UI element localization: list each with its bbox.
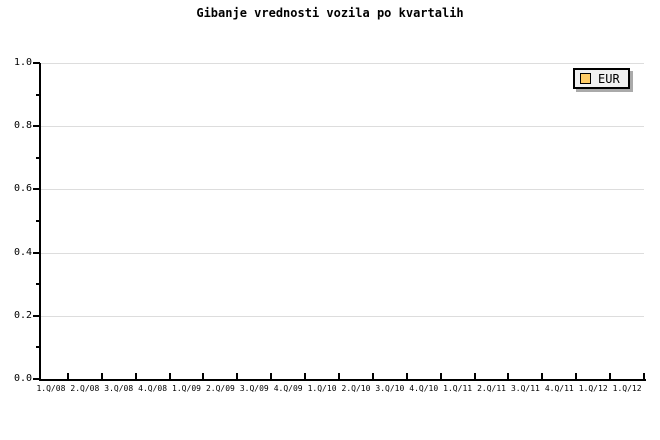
y-major-tick [33,62,40,64]
x-axis-tick-label: 4.Q/08 [138,384,168,393]
y-major-tick [33,378,40,380]
y-major-tick [33,125,40,127]
x-axis-tick [575,373,577,379]
x-axis-tick-label: 4.Q/10 [409,384,439,393]
plot-area [40,63,644,379]
y-minor-tick [36,220,40,222]
x-axis-tick-label: 3.Q/08 [104,384,134,393]
x-axis-tick [406,373,408,379]
y-axis-tick-label: 0.2 [13,310,32,321]
x-axis-tick [507,373,509,379]
x-axis-tick [202,373,204,379]
x-axis-tick [609,373,611,379]
y-axis-tick-label: 0.0 [13,373,32,384]
y-major-tick [33,188,40,190]
x-axis-tick-label: 1.Q/10 [307,384,337,393]
y-minor-tick [36,346,40,348]
x-axis-tick-label: 2.Q/10 [341,384,371,393]
x-axis-tick [541,373,543,379]
x-axis-tick [474,373,476,379]
y-axis-line [39,63,41,381]
x-axis-tick [372,373,374,379]
y-major-tick [33,252,40,254]
x-axis-tick [101,373,103,379]
x-axis-tick-label: 2.Q/08 [70,384,100,393]
gridline [40,189,644,190]
legend-swatch-eur-icon [580,73,591,84]
x-axis-tick-label: 2.Q/09 [205,384,235,393]
y-major-tick [33,315,40,317]
x-axis-tick [304,373,306,379]
gridline [40,316,644,317]
x-axis-tick [169,373,171,379]
y-minor-tick [36,157,40,159]
x-axis-tick-label: 4.Q/11 [544,384,574,393]
legend-label-eur: EUR [598,71,620,86]
x-axis-tick-label: 1.Q/11 [443,384,473,393]
x-axis-tick-label: 4.Q/09 [273,384,303,393]
gridline [40,253,644,254]
x-axis-tick [236,373,238,379]
y-axis-tick-label: 0.6 [13,183,32,194]
legend: EUR [573,68,630,89]
x-axis-tick-label: 3.Q/09 [239,384,269,393]
x-axis-tick [643,373,645,379]
x-axis-tick-label: 1.Q/12 [612,384,642,393]
y-minor-tick [36,94,40,96]
y-minor-tick [36,283,40,285]
x-axis-tick [440,373,442,379]
x-axis-tick [67,373,69,379]
gridline [40,63,644,64]
x-axis-tick-label: 1.Q/12 [578,384,608,393]
x-axis-tick-label: 3.Q/10 [375,384,405,393]
x-axis-tick-label: 1.Q/09 [172,384,201,393]
x-axis-tick [338,373,340,379]
x-axis-tick-label: 2.Q/11 [477,384,506,393]
x-axis-line [39,379,646,381]
y-axis-tick-label: 0.8 [13,120,32,131]
x-axis-tick [270,373,272,379]
x-axis-tick-label: 3.Q/11 [510,384,540,393]
x-axis-labels: 1.Q/08 2.Q/08 3.Q/08 4.Q/08 1.Q/09 2.Q/09 3.Q/… [34,384,644,394]
x-axis-tick [135,373,137,379]
y-axis-tick-label: 0.4 [13,247,32,258]
gridline [40,126,644,127]
chart-title: Gibanje vrednosti vozila po kvartalih [196,6,464,20]
x-axis-tick-label: 1.Q/08 [36,384,66,393]
y-axis-tick-label: 1.0 [13,57,32,68]
